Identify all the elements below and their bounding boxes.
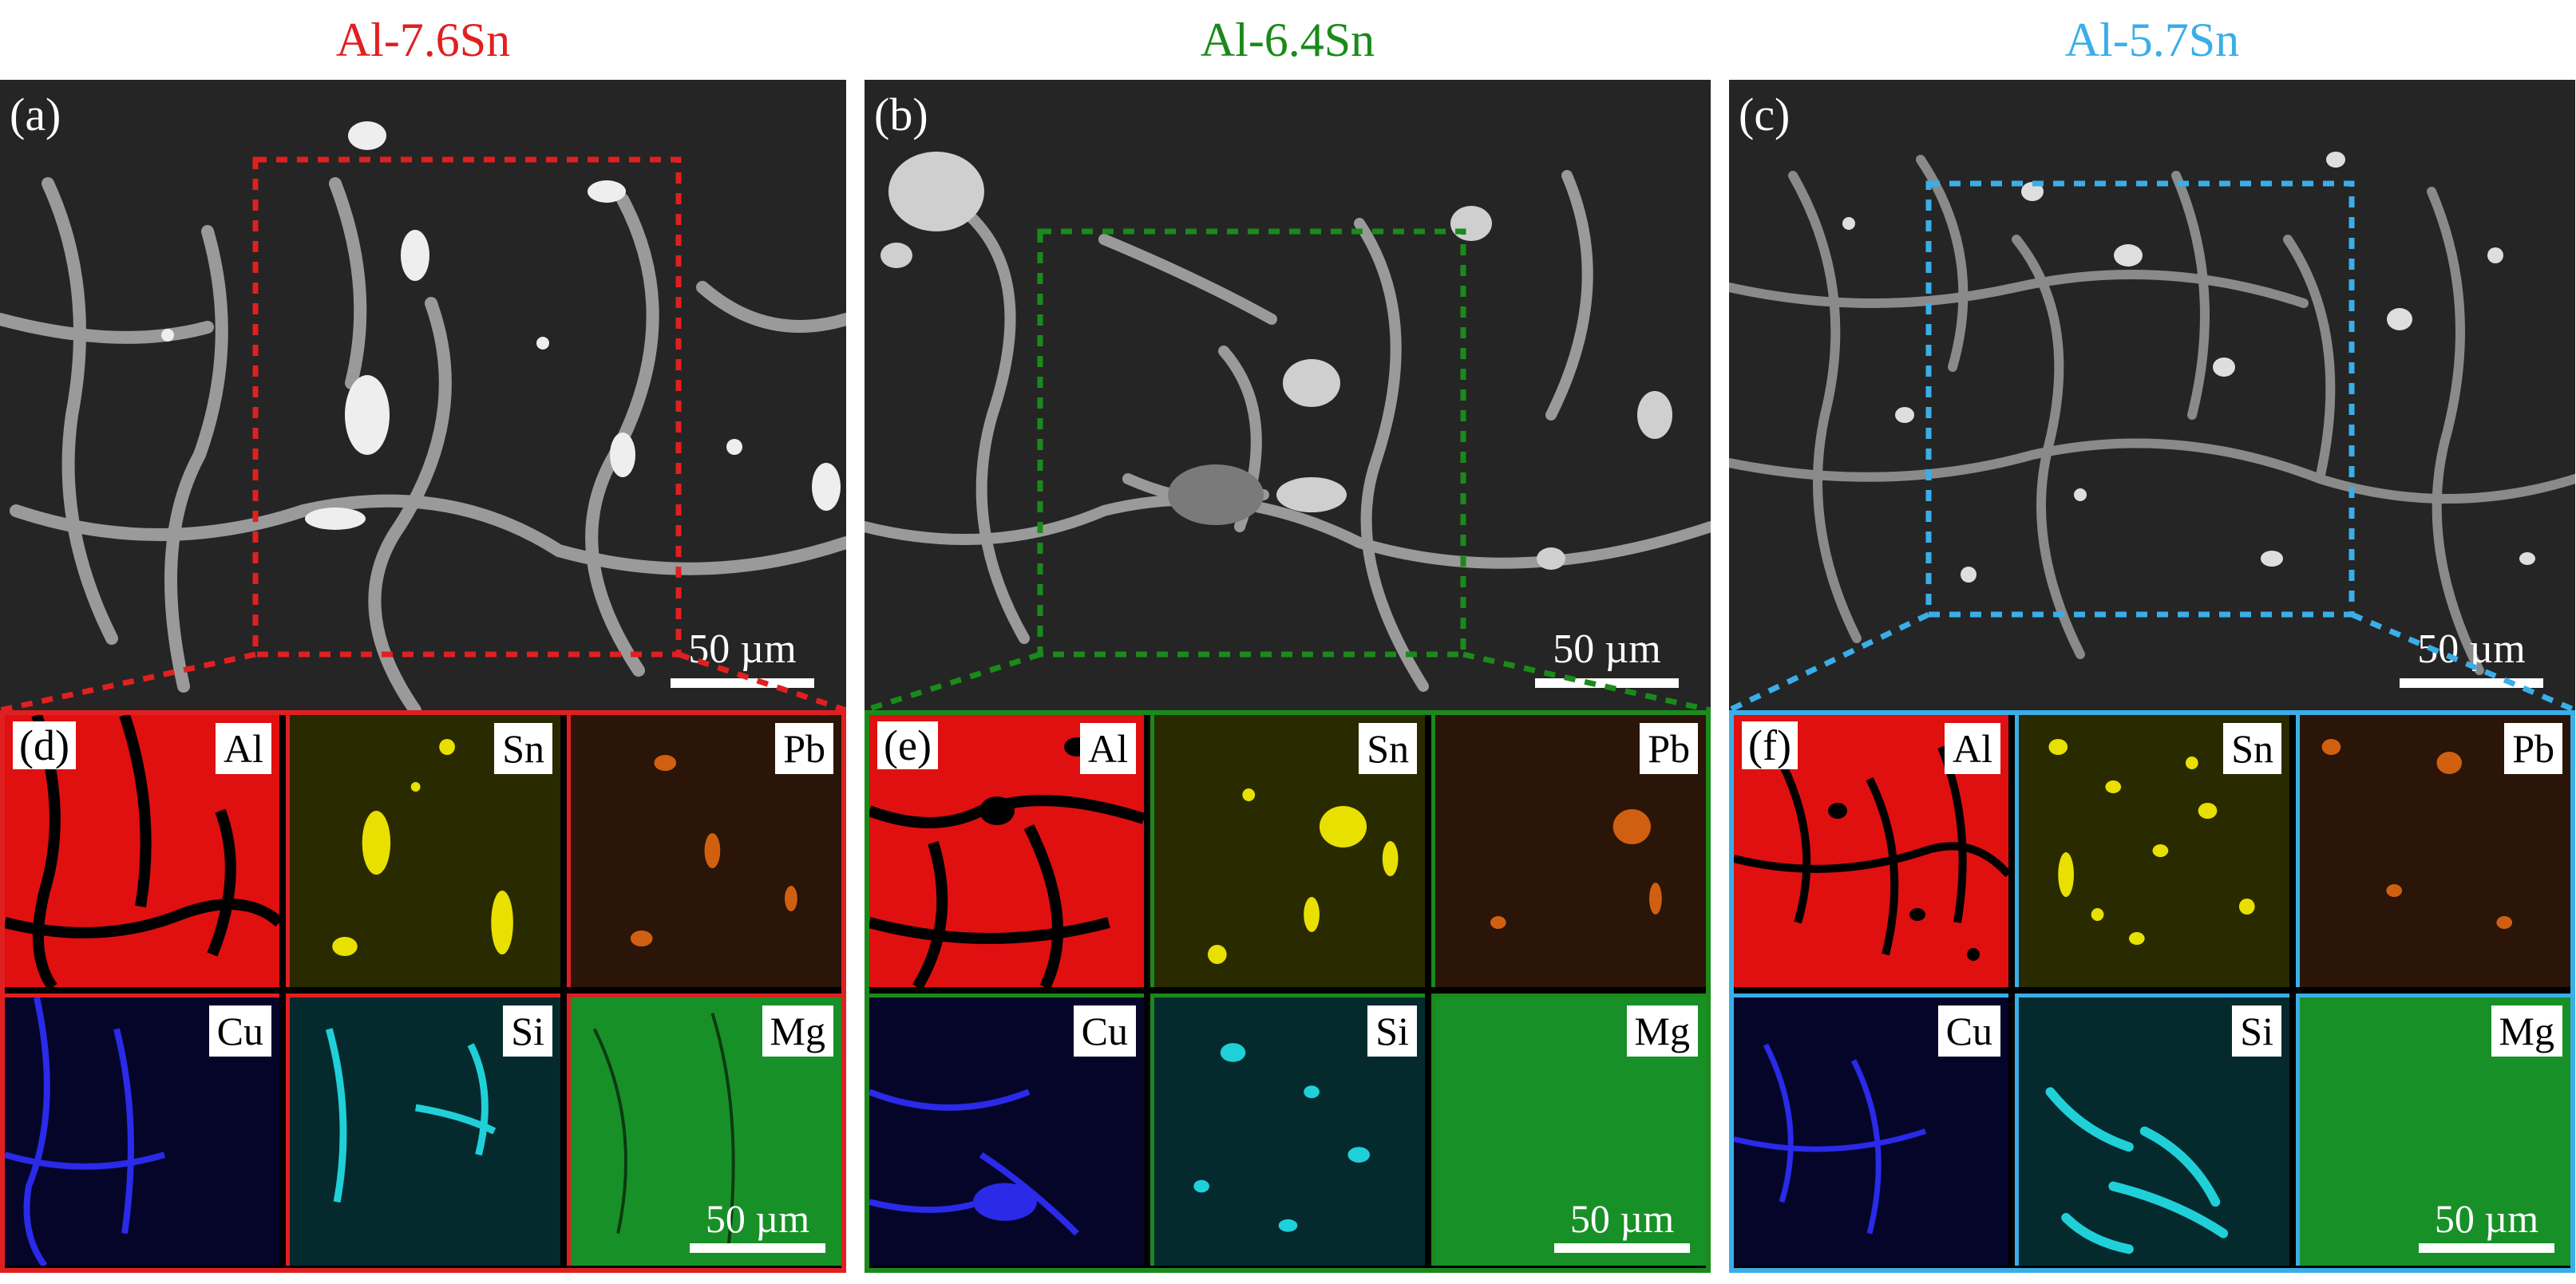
element-label-cu: Cu xyxy=(1073,1005,1136,1057)
element-label-al: Al xyxy=(1080,723,1136,774)
element-label-al: Al xyxy=(1945,723,2000,774)
element-label-mg: Mg xyxy=(2491,1005,2562,1057)
scale-bar-text: 50 µm xyxy=(1553,626,1661,672)
scale-bar-b: 50 µm xyxy=(1535,627,1679,688)
element-label-pb: Pb xyxy=(2504,723,2562,774)
element-label-sn: Sn xyxy=(2223,723,2281,774)
element-label-si: Si xyxy=(1367,1005,1417,1057)
element-map-al: (f) Al xyxy=(1734,715,2008,987)
element-map-al: (d) Al xyxy=(5,715,279,987)
sem-micrograph-a: (a) 50 µm xyxy=(0,80,846,710)
panel-label-a: (a) xyxy=(10,89,61,140)
element-label-mg: Mg xyxy=(1626,1005,1698,1057)
column-title-b: Al-6.4Sn xyxy=(1200,14,1375,66)
element-map-grid-f: (f) Al Sn xyxy=(1729,710,2575,1273)
map-scale-bar-line xyxy=(690,1243,825,1253)
element-label-mg: Mg xyxy=(762,1005,833,1057)
element-map-si: Si xyxy=(286,994,560,1266)
map-scale-bar-text: 50 µm xyxy=(2434,1196,2539,1241)
element-map-mg: Mg 50 µm xyxy=(2296,994,2570,1266)
map-scale-bar-text: 50 µm xyxy=(705,1196,810,1241)
element-map-sn: Sn xyxy=(2015,715,2289,987)
element-label-sn: Sn xyxy=(1359,723,1417,774)
panel-label-c: (c) xyxy=(1739,89,1791,140)
scale-bar-text: 50 µm xyxy=(688,626,797,672)
element-map-grid-d: (d) Al Sn xyxy=(0,710,846,1273)
column-al-7-6sn: (a) 50 µm (d) Al xyxy=(0,80,846,1273)
map-scale-bar-line xyxy=(2419,1243,2554,1253)
map-scale-bar-d: 50 µm xyxy=(690,1197,825,1253)
element-map-pb: Pb xyxy=(2296,715,2570,987)
map-scale-bar-e: 50 µm xyxy=(1554,1197,1690,1253)
element-map-sn: Sn xyxy=(286,715,560,987)
element-label-pb: Pb xyxy=(775,723,833,774)
element-map-mg: Mg 50 µm xyxy=(567,994,841,1266)
map-scale-bar-line xyxy=(1554,1243,1690,1253)
scale-bar-line xyxy=(2400,678,2543,688)
element-map-si: Si xyxy=(2015,994,2289,1266)
element-map-pb: Pb xyxy=(1431,715,1706,987)
scale-bar-line xyxy=(1535,678,1679,688)
column-title-a: Al-7.6Sn xyxy=(335,14,511,66)
element-label-pb: Pb xyxy=(1640,723,1698,774)
scale-bar-a: 50 µm xyxy=(671,627,814,688)
panel-label-d: (d) xyxy=(13,721,76,769)
map-scale-bar-f: 50 µm xyxy=(2419,1197,2554,1253)
element-label-sn: Sn xyxy=(494,723,552,774)
element-label-cu: Cu xyxy=(208,1005,271,1057)
element-map-mg: Mg 50 µm xyxy=(1431,994,1706,1266)
sem-micrograph-c: (c) 50 µm xyxy=(1729,80,2575,710)
panel-label-b: (b) xyxy=(874,89,928,140)
column-title-c: Al-5.7Sn xyxy=(2064,14,2240,66)
scale-bar-text: 50 µm xyxy=(2417,626,2526,672)
sem-micrograph-b: (b) 50 µm xyxy=(865,80,1711,710)
map-scale-bar-text: 50 µm xyxy=(1569,1196,1675,1241)
element-label-al: Al xyxy=(216,723,271,774)
element-map-cu: Cu xyxy=(869,994,1144,1266)
panel-label-e: (e) xyxy=(877,721,938,769)
element-map-sn: Sn xyxy=(1150,715,1425,987)
scale-bar-line xyxy=(671,678,814,688)
element-label-si: Si xyxy=(503,1005,552,1057)
element-map-si: Si xyxy=(1150,994,1425,1266)
element-map-cu: Cu xyxy=(1734,994,2008,1266)
element-label-si: Si xyxy=(2232,1005,2281,1057)
element-map-pb: Pb xyxy=(567,715,841,987)
column-al-5-7sn: (c) 50 µm xyxy=(1729,80,2575,1273)
panel-label-f: (f) xyxy=(1742,721,1798,769)
element-map-cu: Cu xyxy=(5,994,279,1266)
column-al-6-4sn: (b) 50 µm xyxy=(865,80,1711,1273)
element-label-cu: Cu xyxy=(1937,1005,2000,1057)
element-map-al: (e) Al xyxy=(869,715,1144,987)
element-map-grid-e: (e) Al Sn xyxy=(865,710,1711,1273)
scale-bar-c: 50 µm xyxy=(2400,627,2543,688)
